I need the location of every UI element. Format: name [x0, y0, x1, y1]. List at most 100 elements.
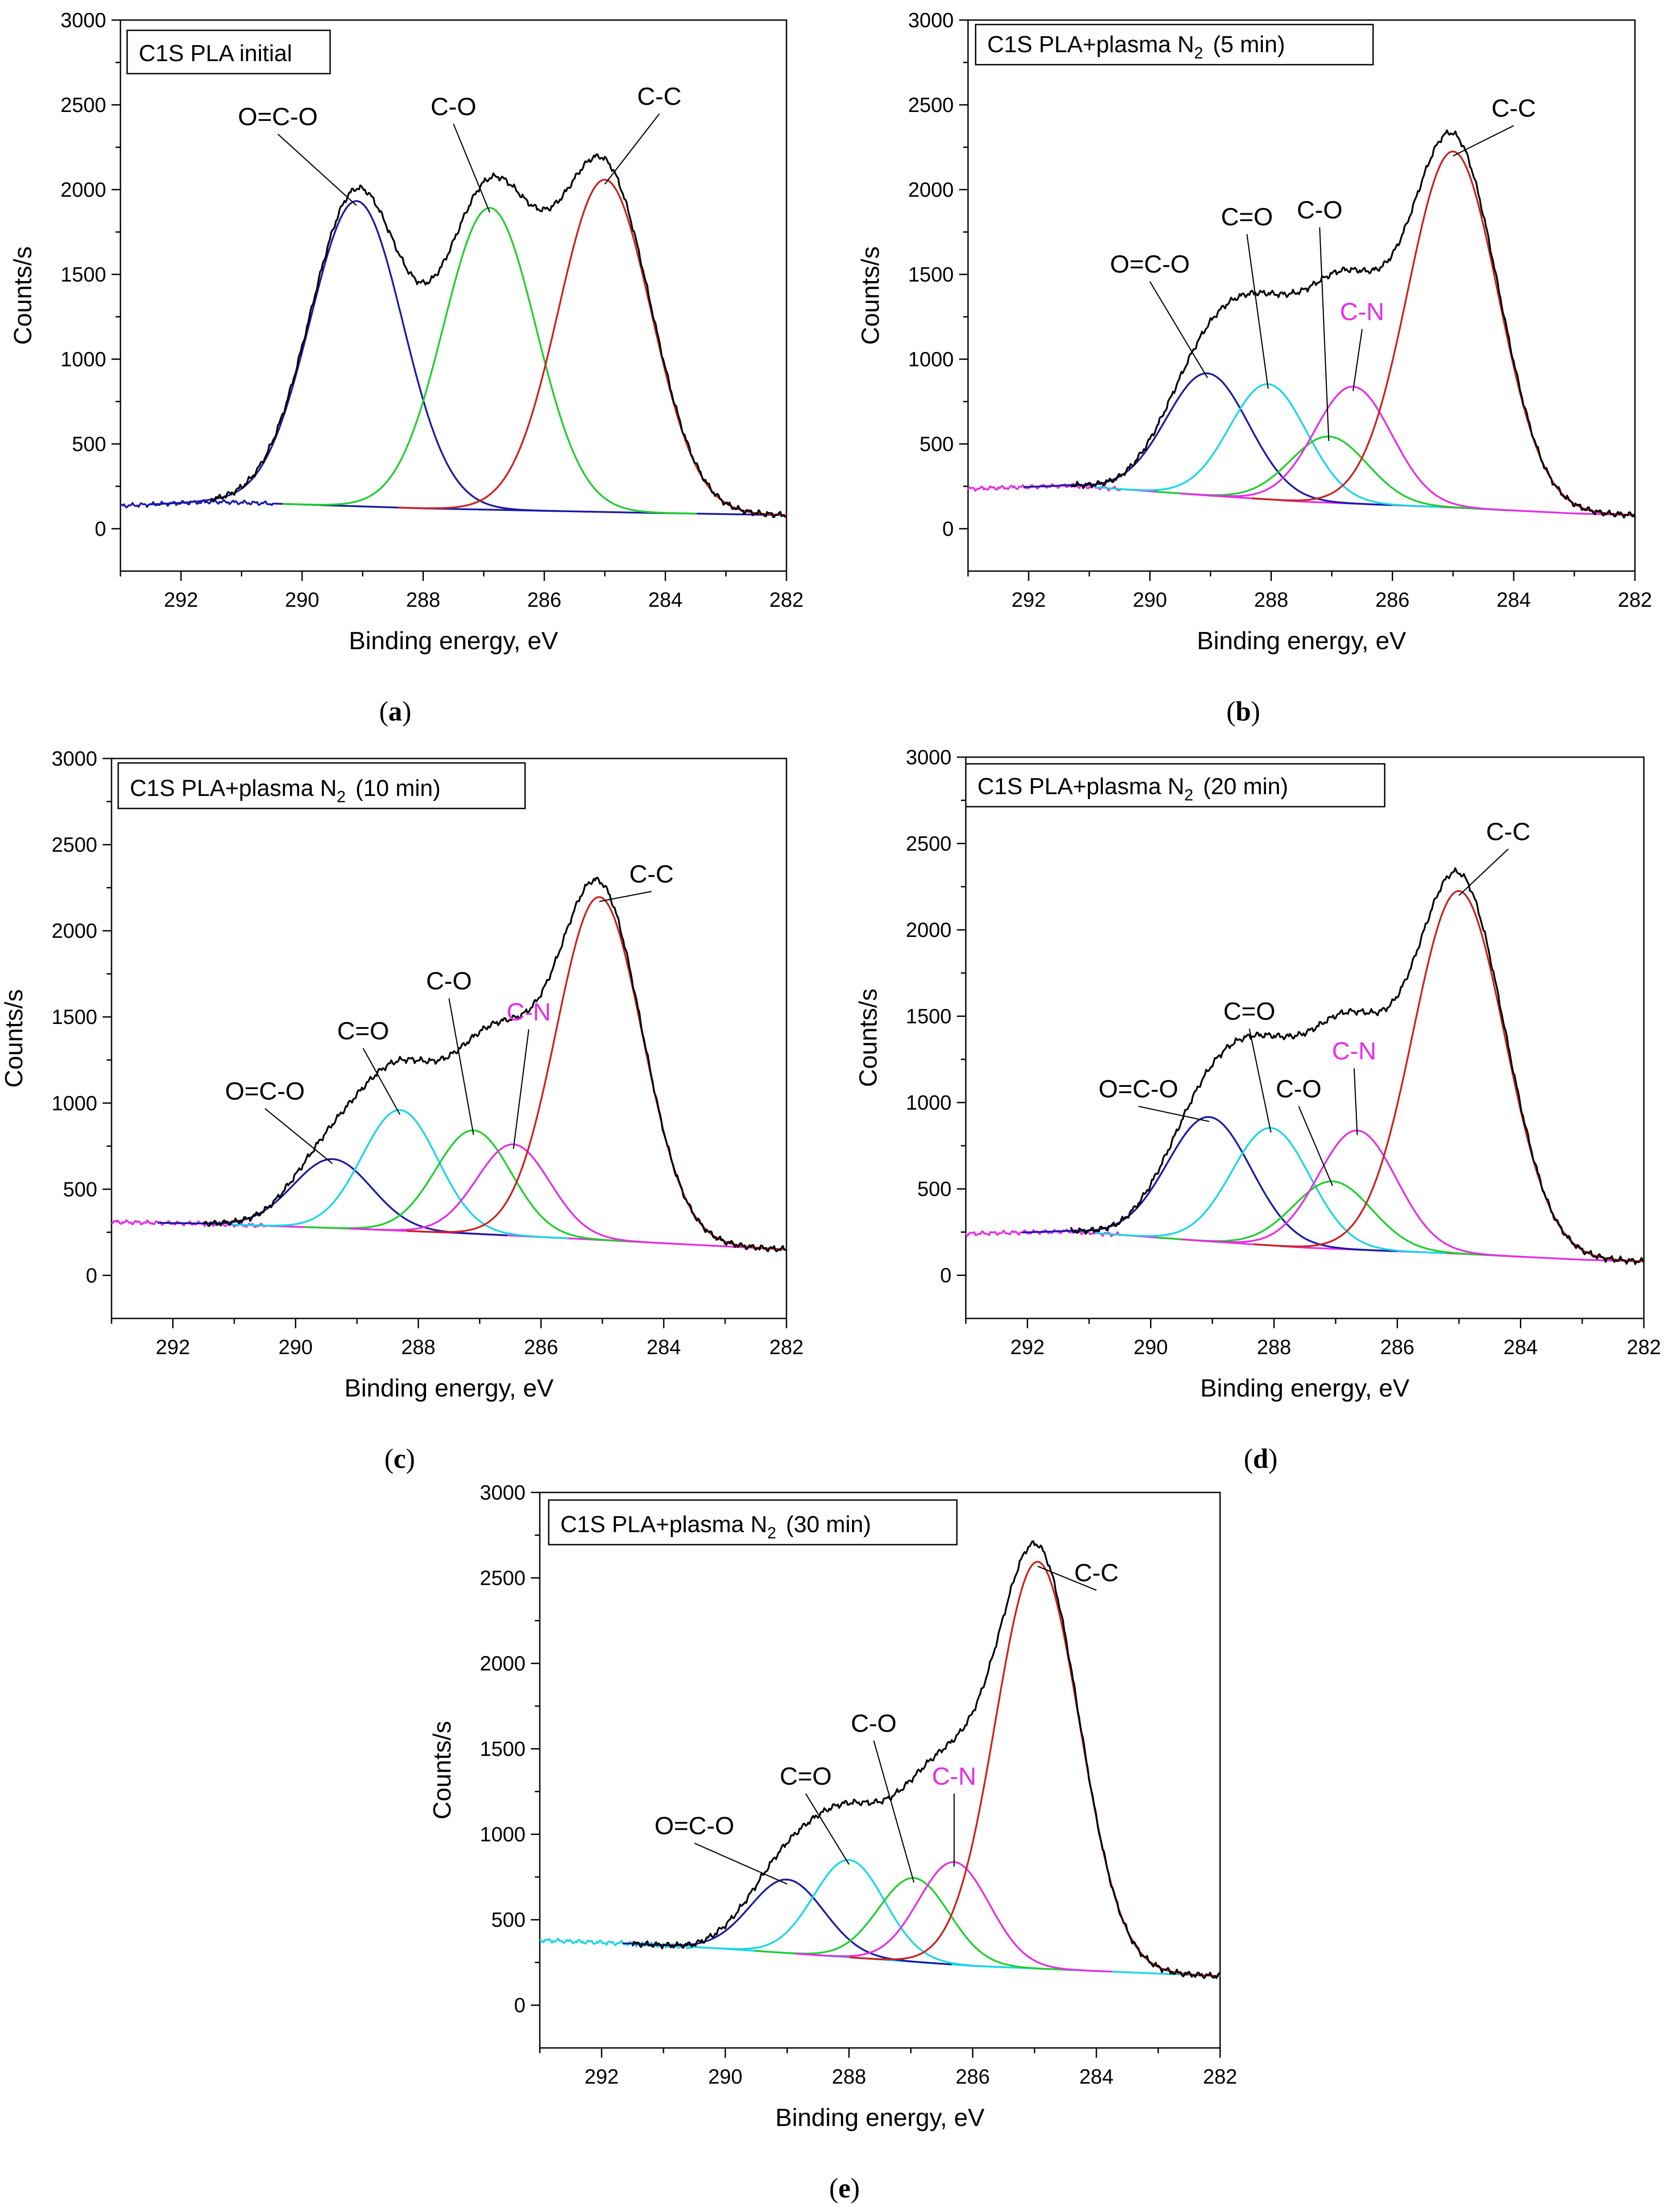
peak-label-o-c-o: O=C-O: [1098, 1075, 1178, 1103]
label-leader: [362, 1048, 401, 1115]
peak-label-c-o: C-O: [851, 1709, 897, 1737]
x-tick-label: 284: [1497, 588, 1531, 611]
peak-label-c-o: C=O: [1221, 203, 1273, 231]
y-tick-label: 500: [919, 432, 954, 456]
panel-letter: (c): [385, 1444, 415, 1474]
label-leader: [873, 1740, 914, 1883]
y-tick-label: 2000: [61, 178, 106, 201]
y-tick-label: 500: [63, 1177, 97, 1201]
x-tick-label: 286: [956, 2065, 990, 2088]
title-box: [965, 763, 1386, 808]
x-tick-label: 288: [406, 588, 440, 611]
panel-letter: (a): [379, 696, 411, 727]
peak-label-c-n: C-N: [1340, 298, 1385, 326]
panel-letter: (e): [829, 2173, 860, 2204]
y-tick-label: 3000: [61, 8, 106, 32]
chart-title: C1S PLA+plasma N2 (5 min): [987, 32, 1285, 62]
x-tick-label: 290: [285, 588, 319, 611]
y-tick-label: 500: [72, 432, 106, 456]
x-tick-label: 290: [1134, 1335, 1168, 1359]
measured-envelope: [210, 153, 787, 518]
title-box: [975, 24, 1374, 66]
y-tick-label: 2500: [52, 833, 97, 856]
peak-o-c-o: [1023, 372, 1392, 506]
x-tick-label: 290: [708, 2065, 743, 2088]
y-tick-label: 1000: [52, 1091, 97, 1115]
x-tick-label: 286: [524, 1335, 558, 1359]
peak-c-o: [1157, 1180, 1509, 1257]
label-leader: [265, 1108, 333, 1164]
label-leader: [1037, 1566, 1097, 1591]
label-leader: [1138, 1106, 1210, 1122]
chart-title: C1S PLA+plasma N2 (30 min): [560, 1512, 871, 1542]
label-leader: [1352, 329, 1363, 391]
peak-label-c-c: C-C: [629, 860, 674, 888]
label-leader: [1458, 848, 1509, 896]
y-tick-label: 2000: [480, 1652, 526, 1675]
x-tick-label: 284: [1503, 1335, 1538, 1359]
y-tick-label: 2500: [61, 93, 106, 116]
peak-o-c-o: [149, 200, 564, 512]
y-tick-label: 1000: [61, 348, 106, 371]
y-axis-title: Counts/s: [8, 246, 37, 345]
peak-label-c-c: C-C: [637, 82, 682, 110]
y-tick-label: 1500: [908, 263, 954, 286]
background-line: [111, 1219, 787, 1251]
y-tick-label: 0: [95, 517, 106, 540]
peak-c-o: [282, 207, 697, 515]
panel-a: 292 290 288 286 284 282 0 500 1000 1500 2000 2500 30…: [8, 8, 803, 727]
peak-label-o-c-o: O=C-O: [225, 1077, 305, 1105]
x-tick-label: 286: [1375, 588, 1410, 611]
measured-envelope: [632, 1540, 1221, 1979]
title-box: [548, 1499, 958, 1546]
y-axis-title: Counts/s: [428, 1721, 456, 1819]
peak-label-c-c: C-C: [1486, 817, 1531, 845]
y-tick-label: 1500: [480, 1737, 526, 1761]
y-tick-label: 3000: [906, 746, 952, 769]
peak-label-c-o: C=O: [1223, 997, 1275, 1025]
peak-c-n: [350, 1143, 677, 1245]
label-leader: [694, 1843, 788, 1885]
measured-envelope: [1070, 129, 1636, 519]
panel-e: 292 290 288 286 284 282 0 500 1000 1500 2000 2500 30…: [428, 1481, 1237, 2204]
x-tick-label: 284: [1079, 2065, 1113, 2088]
label-leader: [1319, 227, 1329, 441]
y-tick-label: 2000: [906, 918, 952, 941]
y-tick-label: 3000: [52, 747, 97, 770]
chart-title: C1S PLA+plasma N2 (10 min): [130, 775, 441, 806]
label-leader: [513, 1029, 530, 1149]
peak-c-c: [849, 1561, 1220, 1977]
y-axis-title: Counts/s: [0, 989, 28, 1088]
peak-label-c-o: C-O: [1297, 196, 1343, 224]
peak-c-o: [755, 1877, 1072, 1971]
y-tick-label: 0: [514, 1993, 526, 2017]
plot-frame: [111, 758, 787, 1319]
y-tick-label: 1000: [908, 348, 954, 371]
background-line: [965, 1228, 1644, 1263]
x-tick-label: 286: [527, 588, 562, 611]
peak-label-c-c: C-C: [1491, 94, 1536, 122]
y-tick-label: 1500: [61, 263, 106, 286]
label-leader: [805, 1793, 850, 1865]
y-tick-label: 2000: [52, 919, 97, 942]
peak-c-c: [397, 178, 787, 516]
plot-frame: [120, 19, 787, 572]
plot-frame: [967, 19, 1636, 572]
chart-title: C1S PLA+plasma N2 (20 min): [977, 774, 1288, 804]
x-tick-label: 290: [1133, 588, 1167, 611]
peak-c-o: [690, 1859, 1007, 1969]
y-tick-label: 2500: [480, 1567, 526, 1590]
y-tick-label: 2500: [906, 832, 952, 855]
label-leader: [1246, 234, 1269, 389]
x-tick-label: 288: [401, 1335, 435, 1359]
label-leader: [1353, 1068, 1358, 1135]
peak-label-c-n: C-N: [1332, 1036, 1377, 1065]
label-leader: [1452, 125, 1514, 157]
y-tick-label: 1500: [52, 1005, 97, 1028]
x-tick-label: 292: [156, 1335, 190, 1359]
peak-label-c-n: C-N: [932, 1762, 977, 1790]
panel-letter: (b): [1226, 696, 1260, 727]
peak-label-c-o: C-O: [1276, 1075, 1322, 1103]
label-leader: [604, 113, 660, 185]
x-tick-label: 282: [1618, 588, 1652, 611]
